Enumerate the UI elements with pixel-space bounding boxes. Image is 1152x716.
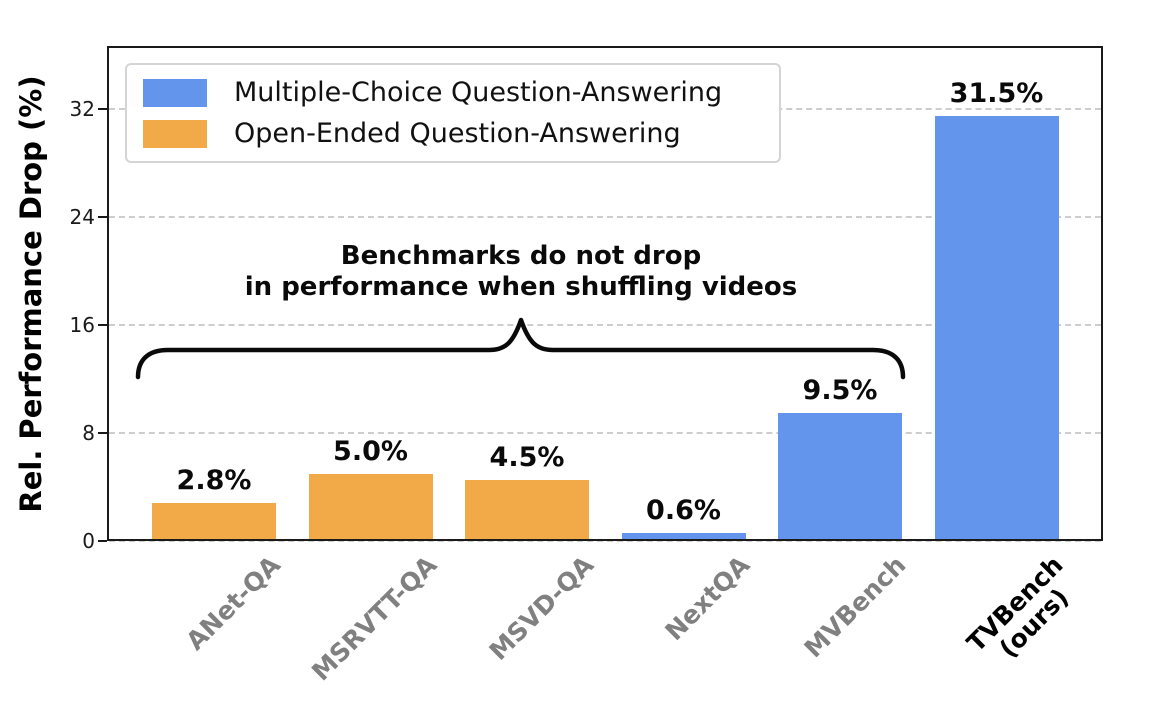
gridline-24 <box>109 216 1101 219</box>
annotation-text: Benchmarks do not drop in performance wh… <box>245 241 798 303</box>
legend-swatch-blue <box>143 78 207 107</box>
gridline-0 <box>109 540 1101 542</box>
x-tick-label-line: MSRVTT-QA <box>306 550 443 687</box>
bar-value-label-TVBench (ours): 31.5% <box>949 78 1044 110</box>
bar-MVBench <box>778 412 902 541</box>
x-tick-label-MSRVTT-QA: MSRVTT-QA <box>306 550 443 687</box>
annotation-line-2: in performance when shuffling videos <box>244 272 798 302</box>
x-tick-label-MSVD-QA: MSVD-QA <box>483 550 599 666</box>
y-tick-label-0: 0 <box>82 529 95 553</box>
x-tick-label-line: ANet-QA <box>180 550 286 656</box>
bar-value-label-MSVD-QA: 4.5% <box>489 442 565 474</box>
bar-value-label-ANet-QA: 2.8% <box>176 465 252 497</box>
x-tick-label-ANet-QA: ANet-QA <box>180 550 286 656</box>
y-tick-label-8: 8 <box>82 421 95 446</box>
y-tick-8 <box>98 432 107 435</box>
x-tick-label-NextQA: NextQA <box>659 550 756 647</box>
x-tick-label-line: MVBench <box>798 550 912 664</box>
y-tick-label-16: 16 <box>69 313 95 338</box>
y-tick-16 <box>98 324 107 327</box>
annotation-line-1: Benchmarks do not drop <box>340 241 702 271</box>
x-tick-label-line: MSVD-QA <box>483 550 599 666</box>
bar-value-label-NextQA: 0.6% <box>646 494 721 526</box>
x-tick-label-TVBench (ours): TVBench (ours) <box>961 550 1087 676</box>
bar-value-label-MSRVTT-QA: 5.0% <box>333 435 408 467</box>
y-tick-0 <box>98 540 107 542</box>
legend-row-open-ended: Open-Ended Question-Answering <box>143 118 763 149</box>
bar-value-label-MVBench: 9.5% <box>802 374 878 406</box>
bar-TVBench (ours) <box>934 116 1059 541</box>
x-tick-label-MVBench: MVBench <box>798 550 912 664</box>
bar-MSVD-QA <box>465 480 589 541</box>
plot-border <box>107 46 1103 541</box>
legend-label-open-ended: Open-Ended Question-Answering <box>234 118 681 149</box>
gridline-8 <box>109 432 1101 435</box>
legend-label-multiple-choice: Multiple-Choice Question-Answering <box>234 77 723 108</box>
x-tick-label-line: NextQA <box>659 550 756 647</box>
y-tick-label-24: 24 <box>69 205 95 230</box>
y-tick-32 <box>98 108 107 111</box>
legend-swatch-orange <box>143 119 207 148</box>
bar-NextQA <box>621 532 746 541</box>
legend-row-multiple-choice: Multiple-Choice Question-Answering <box>143 77 763 108</box>
bar-MSRVTT-QA <box>308 473 433 541</box>
y-axis-title: Rel. Performance Drop (%) <box>14 75 48 513</box>
bar-ANet-QA <box>152 503 276 541</box>
y-tick-label-32: 32 <box>69 97 95 122</box>
legend: Multiple-Choice Question-Answering Open-… <box>125 63 781 163</box>
y-tick-24 <box>98 216 107 219</box>
